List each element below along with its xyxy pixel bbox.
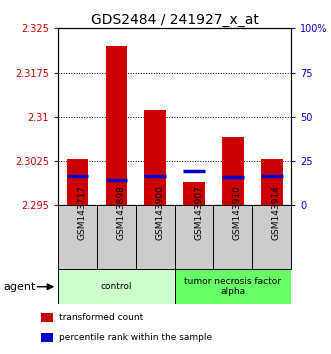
Text: tumor necrosis factor
alpha: tumor necrosis factor alpha	[184, 277, 281, 296]
Bar	[261, 159, 283, 205]
Text: agent: agent	[4, 282, 36, 292]
Title: GDS2484 / 241927_x_at: GDS2484 / 241927_x_at	[91, 13, 259, 27]
Text: GSM143910: GSM143910	[233, 185, 242, 240]
Bar	[175, 269, 291, 304]
Bar	[97, 205, 136, 269]
Bar	[175, 205, 213, 269]
Bar	[213, 205, 252, 269]
Text: GSM143717: GSM143717	[77, 185, 86, 240]
Bar	[41, 332, 53, 342]
Bar	[58, 205, 97, 269]
Bar	[252, 205, 291, 269]
Bar	[183, 182, 205, 205]
Bar	[58, 269, 175, 304]
Bar	[41, 313, 53, 322]
Text: GSM143907: GSM143907	[194, 185, 203, 240]
Text: percentile rank within the sample: percentile rank within the sample	[59, 333, 212, 342]
Bar	[144, 110, 166, 205]
Text: GSM143900: GSM143900	[155, 185, 164, 240]
Text: control: control	[101, 282, 132, 291]
Text: transformed count: transformed count	[59, 313, 143, 322]
Text: GSM143898: GSM143898	[116, 185, 125, 240]
Bar	[106, 46, 127, 205]
Bar	[222, 137, 244, 205]
Bar	[67, 159, 88, 205]
Text: GSM143914: GSM143914	[272, 185, 281, 240]
Bar	[136, 205, 175, 269]
